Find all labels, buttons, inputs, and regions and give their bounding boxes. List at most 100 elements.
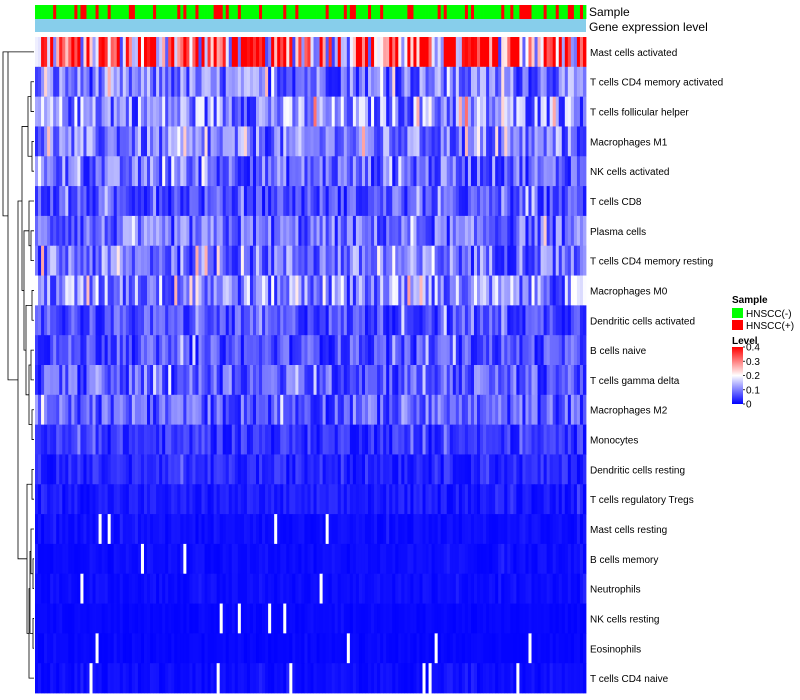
- heatmap-cell: [519, 126, 523, 157]
- heatmap-cell: [86, 663, 90, 694]
- heatmap-cell: [322, 96, 327, 127]
- heatmap-cell: [364, 454, 369, 485]
- heatmap-cell: [265, 126, 269, 157]
- heatmap-cell: [546, 514, 551, 545]
- heatmap-cell: [555, 305, 560, 336]
- heatmap-cell: [582, 156, 587, 187]
- heatmap-cell: [74, 484, 78, 515]
- heatmap-cell: [455, 484, 460, 515]
- heatmap-cell: [498, 484, 502, 515]
- heatmap-cell: [431, 66, 436, 98]
- heatmap-cell: [150, 484, 154, 515]
- heatmap-cell: [398, 305, 402, 336]
- heatmap-cell: [410, 156, 414, 187]
- heatmap-cell: [495, 66, 499, 98]
- heatmap-cell: [292, 484, 296, 515]
- heatmap-cell: [186, 275, 190, 306]
- heatmap-cell: [162, 96, 166, 127]
- heatmap-cell: [386, 335, 390, 366]
- row-label: T cells CD4 memory resting: [590, 257, 713, 268]
- sample-cell: [519, 5, 523, 19]
- heatmap-cell: [528, 96, 532, 127]
- heatmap-cell: [147, 365, 151, 396]
- heatmap-cell: [434, 275, 439, 306]
- heatmap-cell: [207, 156, 211, 187]
- heatmap-cell: [431, 484, 436, 515]
- heatmap-cell: [377, 394, 381, 426]
- heatmap-cell: [310, 603, 314, 634]
- heatmap-cell: [174, 394, 178, 426]
- heatmap-cell: [298, 454, 302, 485]
- heatmap-cell: [165, 573, 169, 604]
- sample-annotation-bar: [35, 5, 587, 19]
- heatmap-cell: [576, 424, 581, 455]
- heatmap-cell: [480, 215, 484, 247]
- heatmap-cell: [319, 335, 324, 366]
- heatmap-cell: [198, 186, 202, 217]
- heatmap-cell: [322, 573, 327, 604]
- heatmap-cell: [492, 96, 496, 127]
- heatmap-cell: [531, 394, 535, 426]
- heatmap-cell: [437, 543, 442, 575]
- heatmap-cell: [374, 603, 378, 634]
- heatmap-cell: [443, 215, 448, 247]
- heatmap-cell: [240, 156, 245, 187]
- heatmap-cell: [443, 424, 448, 455]
- heatmap-cell: [153, 126, 157, 157]
- heatmap-cell: [283, 663, 287, 694]
- heatmap-cell: [355, 633, 360, 664]
- heatmap-cell: [364, 365, 369, 396]
- heatmap-cell: [210, 484, 215, 515]
- heatmap-cell: [207, 543, 211, 575]
- heatmap-cell: [86, 484, 90, 515]
- heatmap-cell: [328, 365, 333, 396]
- heatmap-cell: [401, 215, 405, 247]
- heatmap-cell: [573, 215, 578, 247]
- heatmap-cell: [489, 37, 493, 68]
- heatmap-cell: [62, 96, 66, 127]
- heatmap-cell: [504, 394, 508, 426]
- heatmap-cell: [165, 454, 169, 485]
- heatmap-cell: [119, 663, 124, 694]
- heatmap-cell: [337, 633, 342, 664]
- heatmap-cell: [301, 245, 305, 276]
- heatmap-cell: [346, 454, 351, 485]
- heatmap-cell: [231, 156, 236, 187]
- heatmap-cell: [364, 663, 369, 694]
- heatmap-cell: [301, 335, 305, 366]
- heatmap-cell: [68, 335, 72, 366]
- heatmap-cell: [83, 66, 87, 98]
- heatmap-cell: [162, 37, 166, 68]
- heatmap-cell: [104, 424, 109, 455]
- heatmap-cell: [543, 215, 548, 247]
- heatmap-cell: [222, 454, 227, 485]
- heatmap-cell: [183, 514, 187, 545]
- heatmap-cell: [192, 186, 196, 217]
- heatmap-cell: [137, 245, 142, 276]
- heatmap-cell: [470, 663, 475, 694]
- heatmap-cell: [62, 156, 66, 187]
- heatmap-cell: [89, 305, 93, 336]
- heatmap-cell: [50, 37, 54, 68]
- heatmap-cell: [319, 454, 324, 485]
- heatmap-cell: [549, 156, 554, 187]
- heatmap-cell: [486, 37, 490, 68]
- heatmap-cell: [283, 484, 287, 515]
- heatmap-cell: [262, 245, 266, 276]
- heatmap-cell: [537, 126, 541, 157]
- heatmap-cell: [416, 156, 420, 187]
- heatmap-cell: [83, 454, 87, 485]
- heatmap-cell: [325, 454, 330, 485]
- heatmap-cell: [35, 633, 39, 664]
- heatmap-cell: [252, 305, 257, 336]
- heatmap-cell: [558, 573, 563, 604]
- heatmap-cell: [531, 156, 535, 187]
- heatmap-cell: [437, 156, 442, 187]
- heatmap-cell: [150, 573, 154, 604]
- heatmap-cell: [249, 66, 254, 98]
- heatmap-cell: [389, 424, 393, 455]
- heatmap-cell: [101, 335, 106, 366]
- heatmap-cell: [507, 543, 511, 575]
- heatmap-cell: [243, 484, 248, 515]
- heatmap-cell: [256, 186, 260, 217]
